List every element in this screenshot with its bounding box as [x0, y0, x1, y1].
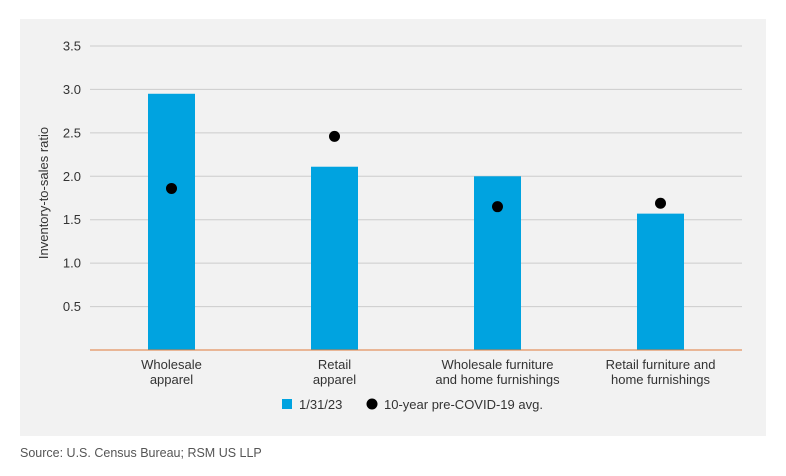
- x-category-label-line: apparel: [150, 372, 193, 387]
- x-category-label-line: Retail furniture and: [606, 357, 716, 372]
- avg-dot: [166, 182, 177, 194]
- x-category-label: Retail apparel: [313, 357, 356, 387]
- x-category-label-line: Retail: [318, 357, 351, 372]
- avg-dot: [329, 130, 340, 142]
- gridlines: [90, 45, 742, 308]
- y-tick-label: 3.0: [63, 82, 81, 97]
- y-tick-label: 2.0: [63, 169, 81, 184]
- x-category-label-line: and home furnishings: [435, 372, 560, 387]
- y-axis-ticks: 0.5 1.0 1.5 2.0 2.5 3.0 3.5: [63, 39, 81, 315]
- y-axis-title: Inventory-to-sales ratio: [36, 127, 51, 259]
- y-tick-label: 1.5: [63, 212, 81, 227]
- bar: [148, 93, 195, 351]
- x-category-label: Wholesale furniture and home furnishings: [435, 357, 560, 387]
- legend-swatch-bar: [282, 399, 292, 409]
- y-tick-label: 0.5: [63, 299, 81, 314]
- bar-chart: 0.51.01.52.02.53.03.5 Wholesale apparelRe…: [36, 39, 742, 412]
- chart-panel: 0.5 1.0 1.5 2.0 2.5 3.0 3.5 Wholesale apparel Re…: [20, 19, 766, 436]
- y-tick-label: 2.5: [63, 125, 81, 140]
- legend-label-dot: 10-year pre-COVID-19 avg.: [384, 397, 543, 412]
- legend-label-bar: 1/31/23: [299, 397, 342, 412]
- avg-dot: [655, 197, 666, 209]
- avg-dot: [492, 201, 503, 213]
- x-category-label: Wholesale apparel: [141, 357, 202, 387]
- source-note: Source: U.S. Census Bureau; RSM US LLP: [20, 446, 262, 460]
- bar: [311, 166, 358, 350]
- y-tick-label: 1.0: [63, 256, 81, 271]
- x-category-label-line: Wholesale furniture: [442, 357, 554, 372]
- dot-series: [166, 130, 666, 213]
- x-category-label-line: Wholesale: [141, 357, 202, 372]
- legend: 1/31/23 10-year pre-COVID-19 avg.: [282, 397, 543, 412]
- bar: [637, 213, 684, 350]
- x-category-label: Retail furniture and home furnishings: [606, 357, 716, 387]
- x-category-label-line: apparel: [313, 372, 356, 387]
- legend-swatch-dot: [366, 398, 378, 410]
- x-category-label-line: home furnishings: [611, 372, 710, 387]
- bar-series: [148, 93, 684, 351]
- y-tick-label: 3.5: [63, 39, 81, 54]
